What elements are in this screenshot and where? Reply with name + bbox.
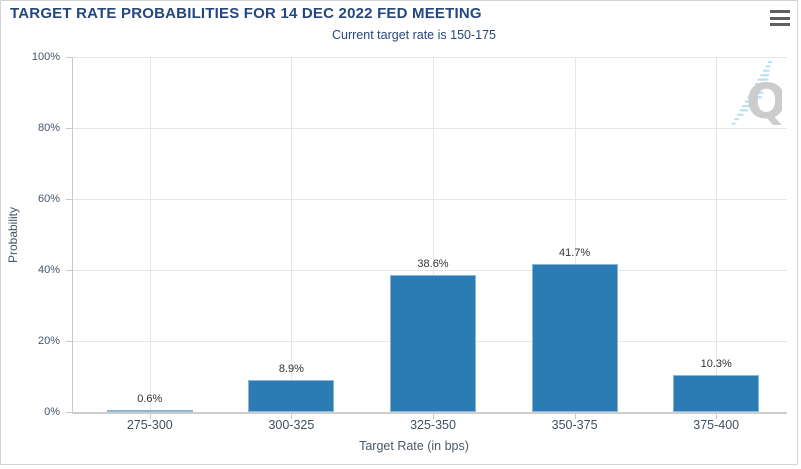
- x-axis-line: [72, 412, 787, 414]
- x-gridline: [574, 57, 576, 412]
- y-tick-label: 100%: [31, 51, 60, 63]
- x-tick-label: 375-400: [693, 418, 740, 432]
- y-tick-label: 80%: [37, 122, 60, 134]
- hamburger-icon: [770, 23, 790, 26]
- y-tick-label: 40%: [37, 264, 60, 276]
- y-gridline: [72, 270, 787, 271]
- y-tick: [66, 412, 72, 413]
- x-tick: [716, 414, 718, 419]
- bar-value-label: 38.6%: [417, 257, 449, 270]
- y-axis-line: [72, 57, 73, 412]
- x-tick-label: 300-325: [268, 418, 315, 432]
- bar[interactable]: [248, 380, 335, 412]
- x-axis-title: Target Rate (in bps): [359, 439, 469, 453]
- y-tick: [66, 57, 72, 58]
- y-axis-title: Probability: [6, 206, 20, 264]
- x-gridline: [291, 57, 293, 412]
- x-gridline: [433, 57, 434, 412]
- x-tick: [149, 414, 151, 419]
- bar[interactable]: [390, 274, 476, 412]
- bar[interactable]: [531, 263, 618, 412]
- y-tick: [66, 270, 72, 271]
- x-tick: [433, 414, 434, 419]
- y-tick-label: 0%: [44, 406, 60, 418]
- x-gridline: [149, 57, 151, 412]
- bar-value-label: 10.3%: [700, 358, 732, 371]
- y-gridline: [72, 128, 787, 129]
- hamburger-icon: [770, 10, 790, 13]
- bar-value-label: 0.6%: [137, 392, 163, 405]
- y-tick-label: 20%: [37, 335, 60, 347]
- x-tick-label: 325-350: [410, 418, 456, 432]
- y-tick: [66, 199, 72, 200]
- y-gridline: [72, 199, 787, 200]
- svg-text:Q: Q: [746, 74, 782, 128]
- y-tick-label: 60%: [37, 193, 60, 205]
- x-tick: [574, 414, 576, 419]
- y-tick: [66, 341, 72, 342]
- x-tick: [291, 414, 293, 419]
- bar[interactable]: [673, 375, 760, 412]
- hamburger-icon: [770, 16, 790, 20]
- x-tick-label: 275-300: [126, 418, 173, 432]
- chart-title: TARGET RATE PROBABILITIES FOR 14 DEC 202…: [10, 5, 482, 22]
- bar[interactable]: [106, 409, 193, 412]
- x-tick-label: 350-375: [551, 418, 598, 432]
- hamburger-menu-button[interactable]: [768, 9, 792, 27]
- q-logo-watermark: Q: [731, 61, 782, 128]
- y-tick: [66, 128, 72, 129]
- chart-subtitle: Current target rate is 150-175: [332, 28, 496, 42]
- bar-value-label: 8.9%: [278, 363, 304, 376]
- bar-value-label: 41.7%: [558, 246, 591, 259]
- y-gridline: [72, 57, 787, 58]
- x-gridline: [716, 57, 718, 412]
